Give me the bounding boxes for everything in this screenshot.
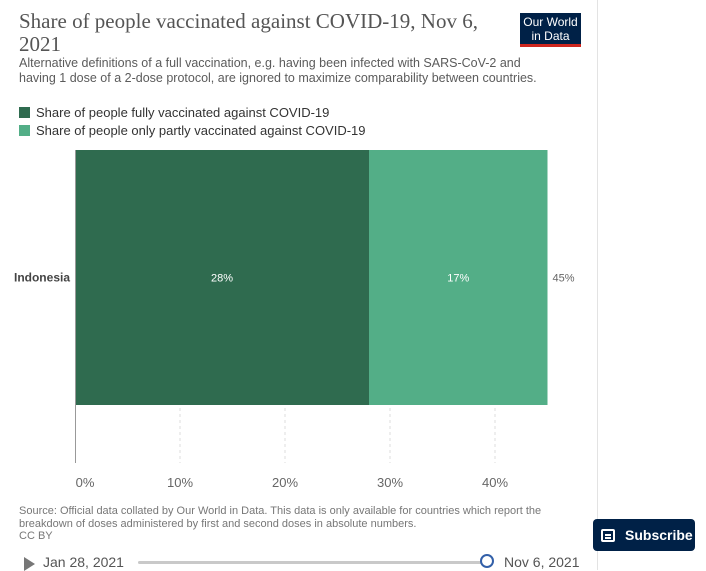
legend-label-partial: Share of people only partly vaccinated a… xyxy=(36,122,366,138)
bar-value-label: 28% xyxy=(211,273,233,285)
legend-item-full[interactable]: Share of people fully vaccinated against… xyxy=(19,103,366,121)
bar-chart: 28% 17% 45% Indonesia 0% 10% 20% 30% 40% xyxy=(14,150,575,490)
play-icon[interactable] xyxy=(24,557,35,571)
license-text[interactable]: CC BY xyxy=(19,530,53,542)
timeline-track[interactable] xyxy=(138,561,488,564)
x-tick-label: 10% xyxy=(167,475,193,490)
category-label: Indonesia xyxy=(14,271,70,285)
x-tick-label: 40% xyxy=(482,475,508,490)
chart-title: Share of people vaccinated against COVID… xyxy=(19,9,478,56)
legend-label-full: Share of people fully vaccinated against… xyxy=(36,104,330,120)
bar-segment-partial[interactable] xyxy=(369,150,548,405)
timeline-handle[interactable] xyxy=(480,554,494,568)
timeline: Jan 28, 2021 Nov 6, 2021 xyxy=(0,548,597,571)
legend-item-partial[interactable]: Share of people only partly vaccinated a… xyxy=(19,121,366,139)
bar-total-label: 45% xyxy=(553,273,575,285)
timeline-end-date: Nov 6, 2021 xyxy=(504,554,580,570)
chart-frame: Share of people vaccinated against COVID… xyxy=(0,0,598,571)
owid-logo[interactable]: Our World in Data xyxy=(520,13,581,47)
x-tick-label: 30% xyxy=(377,475,403,490)
x-tick-label: 20% xyxy=(272,475,298,490)
source-note: Source: Official data collated by Our Wo… xyxy=(19,505,564,543)
legend: Share of people fully vaccinated against… xyxy=(19,103,366,139)
logo-line-1: Our World xyxy=(523,15,578,29)
x-tick-label: 0% xyxy=(76,475,95,490)
subscribe-label: Subscribe xyxy=(625,527,693,543)
logo-line-2: in Data xyxy=(531,29,570,43)
subscribe-button[interactable]: Subscribe xyxy=(593,519,695,551)
source-text: Source: Official data collated by Our Wo… xyxy=(19,505,542,530)
chart-subtitle: Alternative definitions of a full vaccin… xyxy=(19,56,537,85)
legend-swatch-partial xyxy=(19,124,30,136)
timeline-start-date: Jan 28, 2021 xyxy=(43,554,124,570)
newsletter-icon xyxy=(601,528,615,542)
bar-value-label: 17% xyxy=(447,273,469,285)
bar-segment-full[interactable] xyxy=(75,150,369,405)
legend-swatch-full xyxy=(19,106,30,118)
